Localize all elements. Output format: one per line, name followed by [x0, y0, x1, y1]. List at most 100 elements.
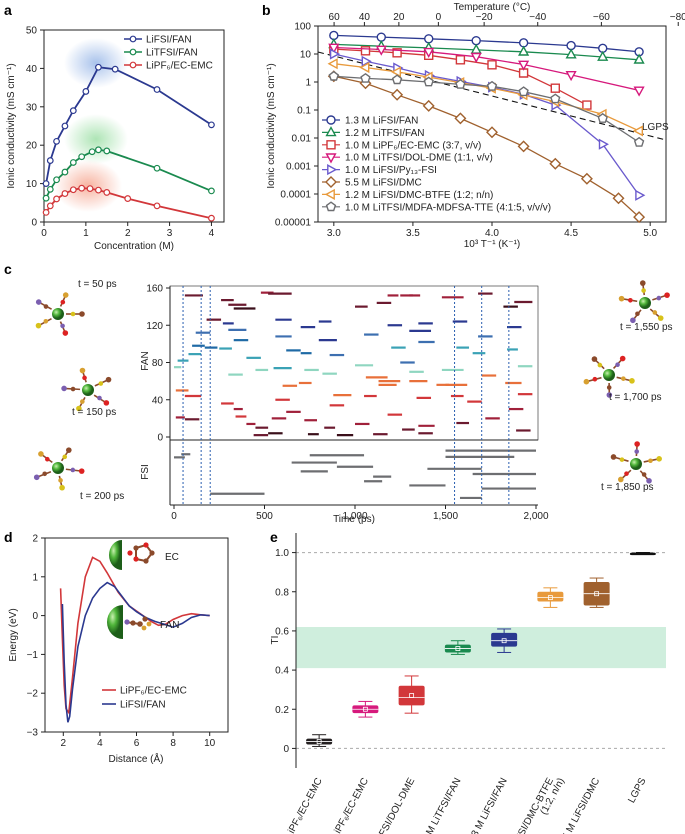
b-xtick-label: 3.0: [327, 228, 341, 239]
b-data-point: [329, 48, 341, 60]
a-data-point: [53, 195, 60, 203]
b-data-point: [471, 35, 481, 46]
b-data-point: [549, 157, 562, 170]
a-data-point: [208, 121, 215, 129]
a-data-point: [82, 88, 90, 95]
atom-ball: [35, 299, 42, 305]
a-data-point: [86, 185, 94, 192]
target-ti-band: [296, 627, 666, 669]
a-data-point: [78, 184, 86, 192]
c-xtick-label: 1,500: [433, 511, 458, 522]
b-top-tick-label: −40: [529, 12, 546, 23]
atom-ball: [80, 399, 85, 404]
atom-ball: [583, 378, 590, 385]
a-xtick-label: 0: [41, 228, 47, 239]
snapshot-structure: [618, 280, 670, 324]
fan-label: FAN: [160, 620, 179, 631]
atom-ball: [76, 405, 82, 412]
panel-b-chart: 3.0 3.5 4.0 4.5 5.0 0.00001 0.0001 0.001 0.01 0.1…: [266, 2, 685, 250]
fan-molecule-image: [107, 605, 152, 639]
e-ytick-label: 0.4: [275, 666, 289, 677]
e-ytick-label: 0.2: [275, 705, 289, 716]
b-data-point: [550, 93, 561, 104]
atom-ball: [648, 458, 653, 464]
a-data-point: [88, 148, 96, 156]
c-ytick-label: 120: [146, 321, 163, 332]
b-xtick-label: 4.0: [485, 228, 499, 239]
snapshot-time-label: t = 1,700 ps: [609, 392, 662, 403]
b-series-line: [333, 43, 640, 61]
atom-ball: [43, 304, 49, 309]
c-ytick-label: 0: [157, 433, 163, 444]
atom-ball: [62, 330, 69, 336]
d-xtick-label: 4: [97, 738, 103, 749]
e-ytick-label: 0.6: [275, 626, 289, 637]
d-xtick-label: 8: [170, 738, 176, 749]
e-mean-marker: [316, 739, 322, 744]
panel-d-chart: 2 4 6 8 10 −3 −2 −1 0 1 2 EC FAN LiPF₆/EC-EMC LiFSI…: [8, 534, 229, 765]
snapshot-time-label: t = 200 ps: [80, 491, 124, 502]
lithium-ion-sphere: [82, 384, 94, 396]
b-data-point: [565, 48, 577, 59]
a-data-point: [95, 63, 102, 71]
b-data-point: [455, 55, 466, 65]
panel-d-series: [59, 556, 210, 723]
b-data-point: [328, 70, 340, 81]
d-xtick-label: 10: [204, 738, 216, 749]
atom-ball: [58, 478, 63, 483]
e-mean-marker: [409, 693, 415, 698]
b-top-tick-label: 40: [359, 12, 371, 23]
b-data-point: [359, 61, 370, 74]
panel-d-label: d: [4, 529, 13, 545]
snapshot-structure: [583, 355, 635, 398]
b-data-point: [422, 99, 435, 112]
b-data-point: [328, 43, 340, 54]
atom-ball: [634, 449, 640, 454]
atom-ball: [35, 322, 42, 329]
b-top-tick-label: 60: [329, 12, 341, 23]
b-data-point: [487, 60, 497, 70]
atom-ball: [619, 355, 626, 362]
d-ytick-label: 2: [32, 534, 38, 545]
e-mean-marker: [594, 591, 600, 597]
atom-ball: [42, 471, 48, 477]
a-data-point: [46, 157, 54, 164]
b-data-point: [635, 189, 646, 201]
b-data-point: [518, 68, 529, 78]
atom-ball: [62, 454, 68, 460]
b-legend-marker: [326, 140, 336, 150]
atom-ball: [105, 376, 112, 383]
fsi-axis-label: FSI: [140, 464, 151, 480]
atom-ball: [591, 356, 598, 362]
c-ytick-label: 80: [152, 358, 164, 369]
panel-e-label: e: [270, 529, 278, 545]
panel-d-xlabel: Distance (Å): [108, 752, 163, 765]
atom-ball: [70, 386, 76, 392]
b-xtick-label: 4.5: [564, 228, 578, 239]
b-series-line: [333, 75, 640, 143]
atom-ball: [60, 323, 65, 329]
panel-d-ylabel: Energy (eV): [8, 608, 19, 661]
atom-ball: [618, 295, 625, 302]
atom-ball: [62, 292, 69, 298]
a-data-point: [95, 146, 102, 154]
solvation-snapshots: t = 50 ps t = 150 ps t = 200 ps t = 1,550 p…: [33, 279, 673, 502]
b-data-point: [632, 125, 643, 137]
panel-c-ticks: 0 500 1,000 1,500 2,000 0 40 80 120 160: [146, 284, 549, 523]
a-ytick-label: 20: [26, 141, 38, 152]
atom-ball: [619, 457, 625, 462]
b-top-tick-label: 0: [436, 12, 442, 23]
e-ytick-label: 0.8: [275, 587, 289, 598]
lgps-annotation: LGPS: [642, 122, 669, 133]
snapshot-structure: [610, 441, 662, 484]
a-xtick-label: 3: [167, 228, 173, 239]
b-data-point: [391, 88, 404, 101]
b-top-tick-label: −60: [593, 12, 610, 23]
a-xtick-label: 2: [125, 228, 131, 239]
ec-label: EC: [165, 552, 179, 563]
b-ytick-label: 0.001: [286, 162, 311, 173]
panel-a-series: [42, 63, 215, 222]
